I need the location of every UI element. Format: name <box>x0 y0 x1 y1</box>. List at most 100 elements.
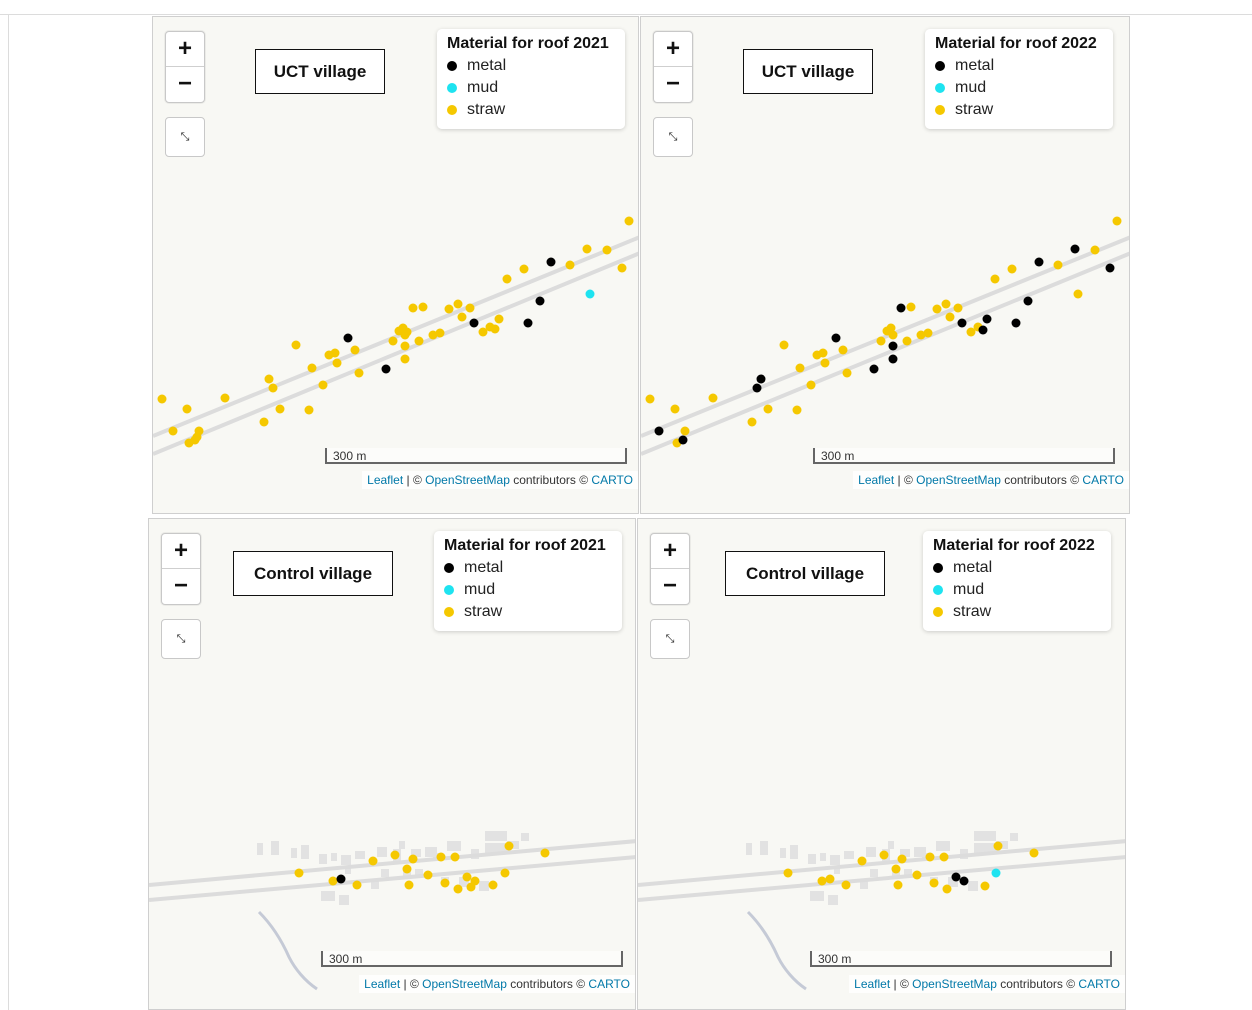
roof-marker-straw[interactable] <box>350 345 360 355</box>
roof-marker-straw[interactable] <box>747 417 757 427</box>
leaflet-link[interactable]: Leaflet <box>854 977 891 991</box>
roof-marker-straw[interactable] <box>783 868 793 878</box>
roof-marker-straw[interactable] <box>876 336 886 346</box>
roof-marker-straw[interactable] <box>330 348 340 358</box>
roof-marker-metal[interactable] <box>1070 244 1080 254</box>
roof-marker-straw[interactable] <box>779 340 789 350</box>
zoom-out-button[interactable]: − <box>177 70 192 97</box>
roof-marker-straw[interactable] <box>494 314 504 324</box>
roof-marker-straw[interactable] <box>332 358 342 368</box>
roof-marker-straw[interactable] <box>842 368 852 378</box>
roof-marker-straw[interactable] <box>645 394 655 404</box>
roof-marker-straw[interactable] <box>519 264 529 274</box>
map-control-2021[interactable]: + − ⤡ Control village Material for roof … <box>148 518 636 1010</box>
roof-marker-straw[interactable] <box>428 330 438 340</box>
roof-marker-metal[interactable] <box>869 364 879 374</box>
osm-link[interactable]: OpenStreetMap <box>916 473 1001 487</box>
roof-marker-straw[interactable] <box>820 358 830 368</box>
roof-marker-straw[interactable] <box>264 374 274 384</box>
roof-marker-metal[interactable] <box>982 314 992 324</box>
roof-marker-straw[interactable] <box>792 405 802 415</box>
roof-marker-metal[interactable] <box>756 374 766 384</box>
roof-marker-straw[interactable] <box>617 263 627 273</box>
roof-marker-straw[interactable] <box>886 323 896 333</box>
leaflet-link[interactable]: Leaflet <box>858 473 895 487</box>
roof-marker-straw[interactable] <box>402 327 412 337</box>
roof-marker-straw[interactable] <box>912 870 922 880</box>
roof-marker-straw[interactable] <box>502 274 512 284</box>
roof-marker-straw[interactable] <box>400 341 410 351</box>
map-control-2022[interactable]: + − ⤡ Control village Material for roof … <box>637 518 1126 1010</box>
roof-marker-straw[interactable] <box>414 336 424 346</box>
roof-marker-metal[interactable] <box>959 876 969 886</box>
roof-marker-straw[interactable] <box>304 405 314 415</box>
roof-marker-metal[interactable] <box>888 341 898 351</box>
zoom-in-button[interactable]: + <box>166 32 204 67</box>
roof-marker-metal[interactable] <box>978 325 988 335</box>
roof-marker-straw[interactable] <box>1112 216 1122 226</box>
roof-marker-straw[interactable] <box>168 426 178 436</box>
roof-marker-straw[interactable] <box>354 368 364 378</box>
roof-marker-straw[interactable] <box>490 324 500 334</box>
roof-marker-straw[interactable] <box>540 848 550 858</box>
roof-marker-straw[interactable] <box>670 404 680 414</box>
roof-marker-straw[interactable] <box>504 841 514 851</box>
roof-marker-straw[interactable] <box>500 868 510 878</box>
osm-link[interactable]: OpenStreetMap <box>425 473 510 487</box>
roof-marker-straw[interactable] <box>806 380 816 390</box>
roof-marker-metal[interactable] <box>381 364 391 374</box>
roof-marker-straw[interactable] <box>275 404 285 414</box>
roof-marker-straw[interactable] <box>352 880 362 890</box>
roof-marker-straw[interactable] <box>328 876 338 886</box>
map-uct-2022[interactable]: + − ⤡ UCT village Material for roof 2022… <box>640 16 1130 514</box>
leaflet-link[interactable]: Leaflet <box>364 977 401 991</box>
roof-marker-metal[interactable] <box>678 435 688 445</box>
roof-marker-straw[interactable] <box>453 884 463 894</box>
roof-marker-straw[interactable] <box>462 872 472 882</box>
roof-marker-mud[interactable] <box>991 868 1001 878</box>
roof-marker-straw[interactable] <box>795 363 805 373</box>
carto-link[interactable]: CARTO <box>1078 977 1120 991</box>
roof-marker-straw[interactable] <box>945 312 955 322</box>
roof-marker-straw[interactable] <box>966 327 976 337</box>
roof-marker-straw[interactable] <box>1007 264 1017 274</box>
roof-marker-straw[interactable] <box>1053 260 1063 270</box>
roof-marker-straw[interactable] <box>825 874 835 884</box>
roof-marker-metal[interactable] <box>1034 257 1044 267</box>
roof-marker-straw[interactable] <box>891 864 901 874</box>
roof-marker-metal[interactable] <box>336 874 346 884</box>
roof-marker-metal[interactable] <box>831 333 841 343</box>
roof-marker-straw[interactable] <box>268 383 278 393</box>
roof-marker-straw[interactable] <box>423 870 433 880</box>
fullscreen-icon[interactable]: ⤡ <box>653 117 693 157</box>
map-uct-2021[interactable]: + − ⤡ UCT village Material for roof 2021… <box>152 16 639 514</box>
roof-marker-straw[interactable] <box>565 260 575 270</box>
osm-link[interactable]: OpenStreetMap <box>422 977 507 991</box>
roof-marker-straw[interactable] <box>470 876 480 886</box>
roof-marker-straw[interactable] <box>602 245 612 255</box>
roof-marker-straw[interactable] <box>841 880 851 890</box>
roof-marker-straw[interactable] <box>1073 289 1083 299</box>
roof-marker-straw[interactable] <box>929 878 939 888</box>
roof-marker-straw[interactable] <box>980 881 990 891</box>
roof-marker-straw[interactable] <box>708 393 718 403</box>
fullscreen-icon[interactable]: ⤡ <box>161 619 201 659</box>
roof-marker-straw[interactable] <box>942 884 952 894</box>
roof-marker-straw[interactable] <box>465 303 475 313</box>
roof-marker-straw[interactable] <box>879 850 889 860</box>
roof-marker-straw[interactable] <box>763 404 773 414</box>
roof-marker-straw[interactable] <box>453 299 463 309</box>
roof-marker-straw[interactable] <box>418 302 428 312</box>
roof-marker-straw[interactable] <box>923 328 933 338</box>
roof-marker-metal[interactable] <box>469 318 479 328</box>
roof-marker-straw[interactable] <box>1029 848 1039 858</box>
roof-marker-straw[interactable] <box>888 330 898 340</box>
zoom-in-button[interactable]: + <box>651 534 689 569</box>
roof-marker-metal[interactable] <box>523 318 533 328</box>
roof-marker-straw[interactable] <box>390 850 400 860</box>
roof-marker-straw[interactable] <box>457 312 467 322</box>
roof-marker-metal[interactable] <box>752 383 762 393</box>
roof-marker-straw[interactable] <box>182 404 192 414</box>
roof-marker-straw[interactable] <box>932 304 942 314</box>
roof-marker-metal[interactable] <box>951 872 961 882</box>
